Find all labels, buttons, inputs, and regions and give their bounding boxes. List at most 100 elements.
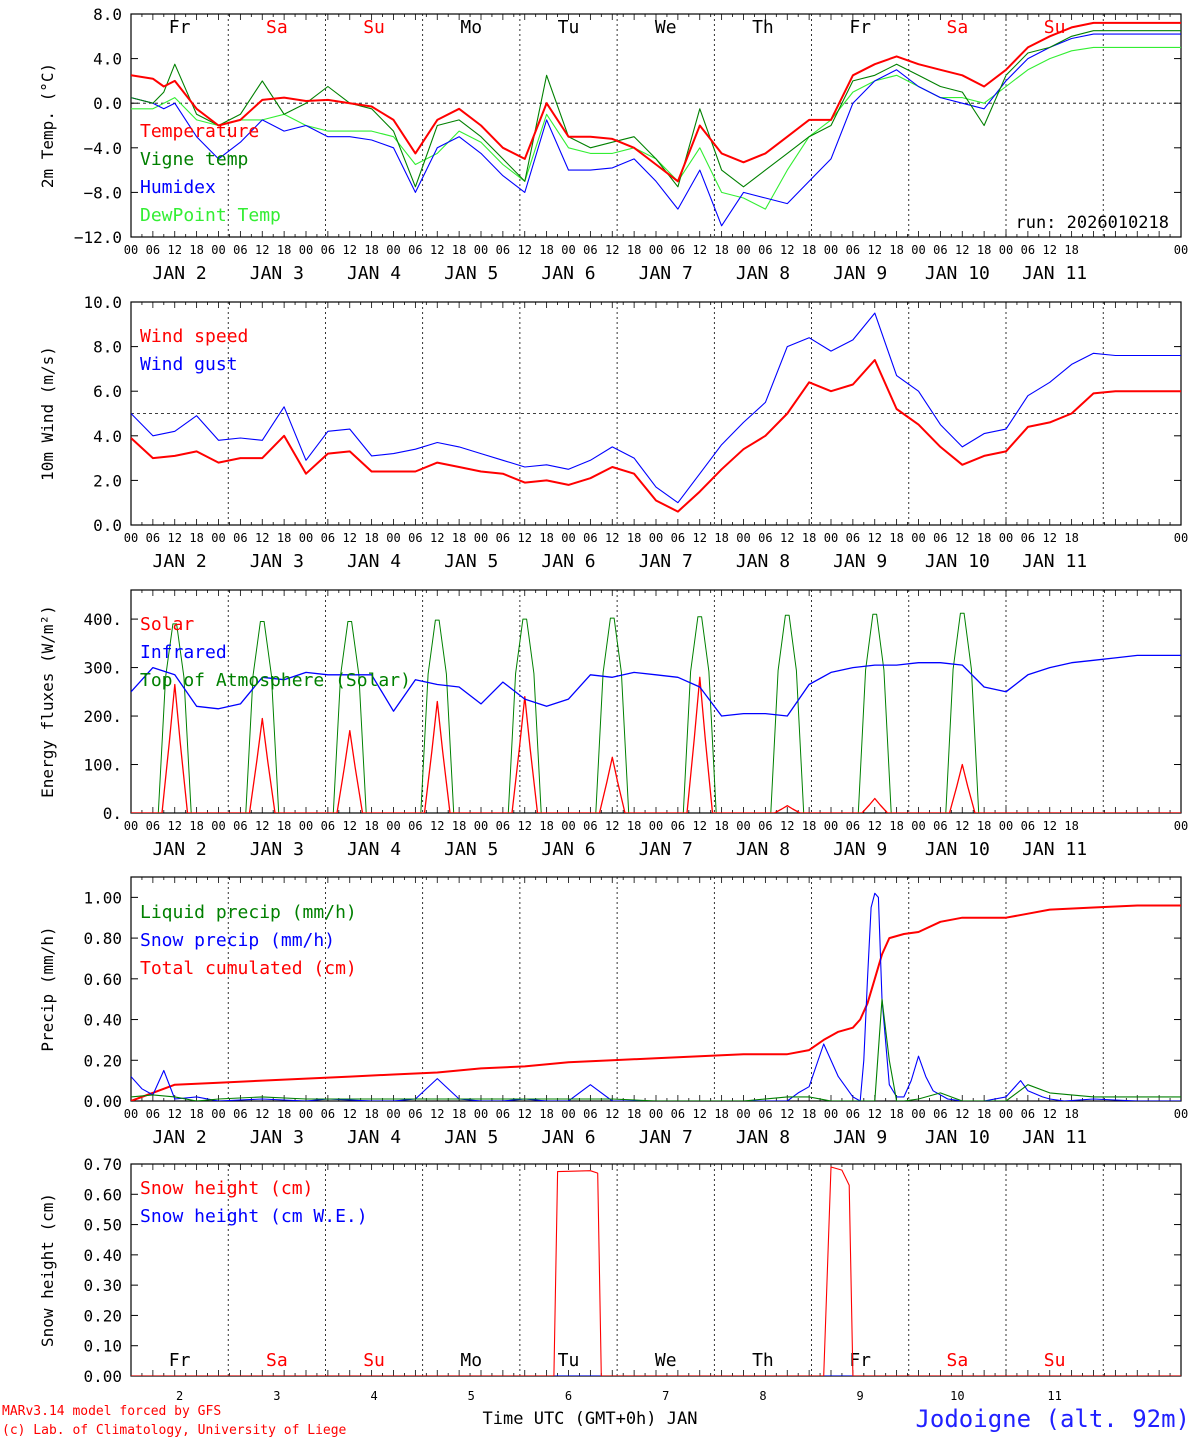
y-tick-label: 0. bbox=[103, 804, 122, 823]
chart-panel-2: 10.0 8.0 6.0 4.0 2.0 0.0 10m Wind (m/s) 00 06 12 1… bbox=[38, 293, 1188, 572]
hour-tick-label: 12 bbox=[693, 819, 707, 833]
date-label: JAN 2 bbox=[153, 1127, 207, 1148]
hour-tick-label: 06 bbox=[321, 1107, 335, 1121]
hour-tick-label: 06 bbox=[583, 531, 597, 545]
weekday-label: Tu bbox=[558, 1350, 580, 1371]
date-label: JAN 2 bbox=[153, 551, 207, 572]
hour-tick-label: 18 bbox=[452, 243, 466, 257]
hour-tick-label: 00 bbox=[649, 243, 663, 257]
toa-solar-line bbox=[131, 612, 1181, 813]
series-line-3 bbox=[131, 904, 1181, 1101]
hour-tick-label: 00 bbox=[649, 1107, 663, 1121]
hour-tick-label: 12 bbox=[168, 819, 182, 833]
hour-tick-label: 18 bbox=[627, 531, 641, 545]
hour-tick-label: 12 bbox=[605, 243, 619, 257]
weekday-label: Mo bbox=[460, 1350, 482, 1371]
hour-tick-label: 06 bbox=[1021, 819, 1035, 833]
hour-tick-label: 06 bbox=[408, 1107, 422, 1121]
weekday-label: Fr bbox=[849, 1350, 871, 1371]
date-label: JAN 3 bbox=[250, 1127, 304, 1148]
y-tick-label: 10.0 bbox=[83, 293, 122, 312]
y-tick-label: 1.00 bbox=[83, 888, 122, 907]
y-axis-label: Precip (mm/h) bbox=[38, 926, 57, 1051]
weekday-label: Su bbox=[1044, 1350, 1066, 1371]
hour-tick-label: 18 bbox=[539, 1107, 553, 1121]
hour-tick-label: 00 bbox=[1174, 531, 1188, 545]
y-axis-label: Energy fluxes (W/m²) bbox=[38, 605, 57, 798]
time-axis-title: Time UTC (GMT+0h) JAN bbox=[483, 1409, 698, 1429]
hour-tick-label: 12 bbox=[955, 531, 969, 545]
hour-tick-label: 00 bbox=[299, 819, 313, 833]
weekday-label: Mo bbox=[460, 17, 482, 38]
hour-tick-label: 12 bbox=[255, 243, 269, 257]
day-number-label: 8 bbox=[759, 1389, 766, 1403]
hour-tick-label: 18 bbox=[189, 531, 203, 545]
hour-tick-label: 00 bbox=[211, 819, 225, 833]
hour-tick-label: 12 bbox=[693, 1107, 707, 1121]
date-label: JAN 5 bbox=[444, 551, 498, 572]
hour-tick-label: 06 bbox=[321, 243, 335, 257]
hour-tick-label: 18 bbox=[277, 1107, 291, 1121]
hour-tick-label: 12 bbox=[168, 243, 182, 257]
hour-tick-label: 12 bbox=[518, 243, 532, 257]
hour-tick-label: 12 bbox=[868, 243, 882, 257]
hour-tick-label: 00 bbox=[824, 1107, 838, 1121]
series-group bbox=[131, 312, 1181, 513]
hour-tick-label: 00 bbox=[124, 243, 138, 257]
hour-tick-label: 12 bbox=[343, 243, 357, 257]
hour-tick-label: 06 bbox=[408, 531, 422, 545]
hour-tick-label: 12 bbox=[1043, 531, 1057, 545]
hour-tick-label: 06 bbox=[846, 531, 860, 545]
hour-tick-label: 18 bbox=[977, 243, 991, 257]
legend-entry: Snow precip (mm/h) bbox=[140, 930, 335, 951]
series-line-1 bbox=[131, 359, 1181, 513]
hour-tick-label: 06 bbox=[758, 819, 772, 833]
y-tick-label: 0.40 bbox=[83, 1246, 122, 1265]
weekday-label: Su bbox=[363, 17, 385, 38]
date-label: JAN 7 bbox=[639, 551, 693, 572]
hour-tick-label: 18 bbox=[802, 531, 816, 545]
y-tick-label: 0.0 bbox=[93, 94, 122, 113]
hour-tick-label: 12 bbox=[1043, 819, 1057, 833]
legend-entry: Liquid precip (mm/h) bbox=[140, 902, 357, 923]
date-label: JAN 8 bbox=[736, 839, 790, 860]
hour-tick-label: 00 bbox=[386, 819, 400, 833]
hour-tick-label: 00 bbox=[1174, 819, 1188, 833]
hour-tick-label: 00 bbox=[736, 243, 750, 257]
y-tick-label: 4.0 bbox=[93, 50, 122, 69]
day-number-label: 7 bbox=[662, 1389, 669, 1403]
hour-tick-label: 18 bbox=[1064, 819, 1078, 833]
hour-tick-label: 06 bbox=[671, 819, 685, 833]
date-label: JAN 11 bbox=[1022, 551, 1087, 572]
date-label: JAN 9 bbox=[833, 263, 887, 284]
hour-tick-label: 12 bbox=[605, 1107, 619, 1121]
legend-entry: Total cumulated (cm) bbox=[140, 958, 357, 979]
hour-tick-label: 12 bbox=[430, 531, 444, 545]
day-number-label: 3 bbox=[273, 1389, 280, 1403]
hour-tick-label: 12 bbox=[255, 819, 269, 833]
legend-entry: Top of Atmosphere (Solar) bbox=[140, 670, 411, 691]
y-tick-label: 0.30 bbox=[83, 1276, 122, 1295]
hour-tick-label: 18 bbox=[977, 531, 991, 545]
hour-tick-label: 18 bbox=[889, 531, 903, 545]
hour-tick-label: 18 bbox=[364, 531, 378, 545]
legend-entry: Temperature bbox=[140, 121, 259, 142]
chart-panel-4: 1.00 0.80 0.60 0.40 0.20 0.00 Precip (mm/h) 00 0… bbox=[38, 876, 1188, 1148]
y-tick-label: −4.0 bbox=[83, 139, 122, 158]
station-name: Jodoigne (alt. 92m) bbox=[915, 1405, 1190, 1433]
hour-tick-label: 06 bbox=[671, 531, 685, 545]
hour-tick-label: 06 bbox=[233, 243, 247, 257]
hour-tick-label: 00 bbox=[561, 531, 575, 545]
footer: MARv3.14 model forced by GFS (c) Lab. of… bbox=[2, 1404, 1190, 1438]
y-axis-label: 2m Temp. (°C) bbox=[38, 63, 57, 188]
hour-tick-label: 06 bbox=[583, 1107, 597, 1121]
y-tick-label: 0.40 bbox=[83, 1011, 122, 1030]
date-label: JAN 10 bbox=[925, 263, 990, 284]
hour-tick-label: 18 bbox=[452, 1107, 466, 1121]
date-label: JAN 8 bbox=[736, 1127, 790, 1148]
model-credit: MARv3.14 model forced by GFS bbox=[2, 1404, 221, 1419]
hour-tick-label: 18 bbox=[977, 1107, 991, 1121]
hour-tick-label: 18 bbox=[714, 819, 728, 833]
legend-entry: Solar bbox=[140, 614, 194, 635]
hour-tick-label: 06 bbox=[1021, 243, 1035, 257]
